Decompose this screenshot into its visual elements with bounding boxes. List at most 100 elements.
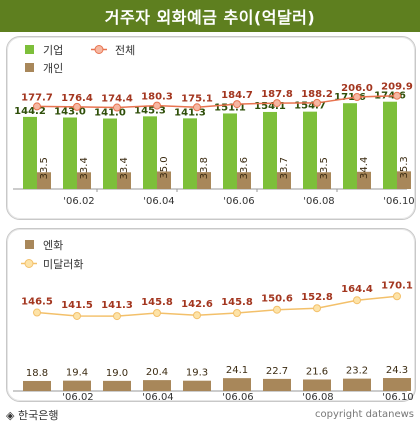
point-total-5 <box>233 100 241 109</box>
legend-marker-total <box>94 45 104 54</box>
bar-biz-8 <box>343 103 357 189</box>
point-total-0 <box>33 102 41 111</box>
point-total-7 <box>313 98 321 107</box>
tick-label-2: '06.06 <box>223 196 254 207</box>
bottom-tick-label-4: '06.10 <box>382 392 413 403</box>
label-usd-8: 164.4 <box>341 284 373 295</box>
legend-label-total: 전체 <box>115 44 135 57</box>
label-yen-8: 23.2 <box>346 366 368 377</box>
label-usd-3: 145.8 <box>141 297 173 308</box>
bar-biz-7 <box>303 111 317 189</box>
point-total-3 <box>153 101 161 110</box>
bar-yen-1 <box>63 380 91 391</box>
bar-yen-6 <box>263 378 291 391</box>
bar-ind-9 <box>397 171 411 189</box>
label-usd-6: 150.6 <box>261 294 293 305</box>
bar-biz-2 <box>103 118 117 189</box>
bar-ind-3 <box>157 171 171 189</box>
label-ind-0: 33.5 <box>39 157 50 179</box>
point-usd-1 <box>73 311 81 320</box>
point-usd-5 <box>233 309 241 318</box>
bar-yen-9 <box>383 378 411 391</box>
bar-ind-0 <box>37 172 51 189</box>
top-chart-panel: 기업 전체 개인 144.2 33.5 143.0 33.4 141.0 33.4 145.3 35… <box>6 36 416 220</box>
label-yen-4: 19.3 <box>186 368 208 379</box>
bar-yen-0 <box>23 380 51 391</box>
bar-biz-9 <box>383 101 397 189</box>
line-usd <box>36 295 398 317</box>
point-usd-9 <box>393 292 401 301</box>
legend-swatch-ind <box>25 63 34 72</box>
point-usd-2 <box>113 312 121 321</box>
label-yen-5: 24.1 <box>226 365 248 376</box>
bottom-tick-label-0: '06.02 <box>62 392 93 403</box>
label-total-0: 177.7 <box>21 92 53 103</box>
bar-biz-5 <box>223 113 237 189</box>
tick-label-0: '06.02 <box>63 196 94 207</box>
label-total-4: 175.1 <box>181 93 213 104</box>
point-total-9 <box>393 91 401 100</box>
point-usd-7 <box>313 304 321 313</box>
bar-yen-2 <box>103 380 131 391</box>
point-total-8 <box>353 93 361 101</box>
label-ind-3: 35.0 <box>159 156 170 178</box>
label-total-8: 206.0 <box>341 83 373 94</box>
label-total-2: 174.4 <box>101 94 133 105</box>
label-usd-4: 142.6 <box>181 299 213 310</box>
label-usd-0: 146.5 <box>21 297 53 308</box>
label-ind-2: 33.4 <box>119 157 130 179</box>
legend-label-ind: 개인 <box>43 62 63 75</box>
source-label: ◈ 한국은행 <box>6 409 59 422</box>
bar-biz-1 <box>63 117 77 189</box>
label-total-6: 187.8 <box>261 89 293 100</box>
copyright-label: copyright datanews <box>315 409 414 420</box>
label-biz-0: 144.2 <box>14 106 46 117</box>
bottom-tick-label-2: '06.06 <box>222 392 253 403</box>
bar-ind-4 <box>197 172 211 189</box>
label-usd-2: 141.3 <box>101 300 133 311</box>
label-biz-3: 145.3 <box>134 105 166 116</box>
bar-ind-8 <box>357 171 371 189</box>
legend-label-yen: 엔화 <box>43 239 63 252</box>
line-total <box>36 94 398 109</box>
bar-biz-3 <box>143 116 157 189</box>
bottom-tick-label-1: '06.04 <box>142 392 173 403</box>
label-biz-2: 141.0 <box>94 108 126 119</box>
label-ind-5: 33.6 <box>239 157 250 179</box>
point-usd-6 <box>273 305 281 314</box>
chart-title: 거주자 외화예금 추이(억달러) <box>0 0 420 32</box>
label-yen-7: 21.6 <box>306 366 328 377</box>
label-biz-1: 143.0 <box>54 107 86 118</box>
legend-label-biz: 기업 <box>43 44 63 57</box>
label-biz-7: 154.7 <box>294 101 326 112</box>
legend-swatch-yen <box>25 240 34 249</box>
tick-label-4: '06.10 <box>383 196 414 207</box>
label-usd-9: 170.1 <box>381 280 413 291</box>
label-ind-6: 33.7 <box>279 157 290 179</box>
label-biz-5: 151.1 <box>214 102 246 113</box>
point-total-6 <box>273 99 281 108</box>
point-usd-3 <box>153 309 161 318</box>
label-yen-9: 24.3 <box>386 365 408 376</box>
label-total-5: 184.7 <box>221 90 253 101</box>
bar-yen-7 <box>303 379 331 391</box>
legend-marker-usd <box>24 259 34 268</box>
point-usd-4 <box>193 311 201 320</box>
tick-label-1: '06.04 <box>143 196 174 207</box>
bar-yen-5 <box>223 378 251 391</box>
bar-ind-6 <box>277 172 291 189</box>
bottom-tick-label-3: '06.08 <box>302 392 333 403</box>
label-biz-6: 154.1 <box>254 101 286 112</box>
bar-ind-5 <box>237 172 251 189</box>
bar-yen-4 <box>183 380 211 391</box>
label-ind-7: 33.5 <box>319 157 330 179</box>
label-yen-1: 19.4 <box>66 368 88 379</box>
label-ind-9: 35.3 <box>399 156 410 178</box>
label-usd-1: 141.5 <box>61 300 93 311</box>
label-total-3: 180.3 <box>141 92 173 103</box>
point-usd-8 <box>353 296 361 305</box>
point-total-4 <box>193 103 201 112</box>
bar-yen-3 <box>143 380 171 391</box>
